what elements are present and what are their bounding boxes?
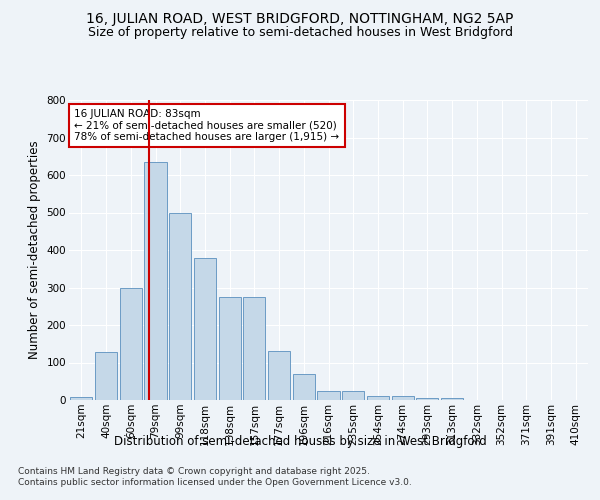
Bar xyxy=(317,390,340,400)
Y-axis label: Number of semi-detached properties: Number of semi-detached properties xyxy=(28,140,41,360)
Bar xyxy=(218,297,241,400)
Bar xyxy=(367,396,389,400)
Bar xyxy=(194,258,216,400)
Bar xyxy=(441,398,463,400)
Text: 16 JULIAN ROAD: 83sqm
← 21% of semi-detached houses are smaller (520)
78% of sem: 16 JULIAN ROAD: 83sqm ← 21% of semi-deta… xyxy=(74,109,340,142)
Text: Distribution of semi-detached houses by size in West Bridgford: Distribution of semi-detached houses by … xyxy=(113,435,487,448)
Bar xyxy=(95,352,117,400)
Text: Size of property relative to semi-detached houses in West Bridgford: Size of property relative to semi-detach… xyxy=(88,26,512,39)
Bar xyxy=(119,288,142,400)
Bar xyxy=(169,212,191,400)
Text: Contains HM Land Registry data © Crown copyright and database right 2025.
Contai: Contains HM Land Registry data © Crown c… xyxy=(18,468,412,487)
Text: 16, JULIAN ROAD, WEST BRIDGFORD, NOTTINGHAM, NG2 5AP: 16, JULIAN ROAD, WEST BRIDGFORD, NOTTING… xyxy=(86,12,514,26)
Bar xyxy=(70,397,92,400)
Bar xyxy=(342,390,364,400)
Bar xyxy=(392,396,414,400)
Bar xyxy=(243,297,265,400)
Bar xyxy=(145,162,167,400)
Bar xyxy=(416,398,439,400)
Bar xyxy=(293,374,315,400)
Bar xyxy=(268,351,290,400)
